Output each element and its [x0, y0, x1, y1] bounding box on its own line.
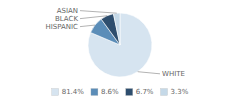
pie-slice — [88, 13, 152, 77]
legend-item: 81.4% — [52, 88, 85, 96]
leader-line — [80, 16, 107, 19]
chart: WHITE HISPANICBLACKASIAN 81.4% 8.6% 6.7% 3.3% — [0, 0, 240, 100]
slice-label: HISPANIC — [45, 23, 78, 31]
pie: WHITE HISPANICBLACKASIAN — [45, 7, 184, 78]
legend-swatch — [52, 89, 59, 96]
slice-label: ASIAN — [57, 7, 78, 15]
legend-swatch — [91, 89, 98, 96]
leader-line — [80, 25, 95, 27]
slice-label: WHITE — [162, 70, 185, 78]
pie-slice — [101, 14, 120, 45]
legend-label: 81.4% — [62, 88, 85, 96]
pie-slice — [113, 13, 120, 45]
leader-line — [138, 72, 160, 74]
legend-swatch — [161, 89, 168, 96]
legend-item: 3.3% — [161, 88, 189, 96]
legend-label: 6.7% — [136, 88, 154, 96]
legend-item: 8.6% — [91, 88, 119, 96]
slice-label: BLACK — [55, 15, 78, 23]
legend-item: 6.7% — [126, 88, 154, 96]
legend: 81.4% 8.6% 6.7% 3.3% — [52, 88, 189, 96]
legend-label: 3.3% — [171, 88, 189, 96]
legend-label: 8.6% — [101, 88, 119, 96]
legend-swatch — [126, 89, 133, 96]
leader-line — [80, 11, 117, 14]
